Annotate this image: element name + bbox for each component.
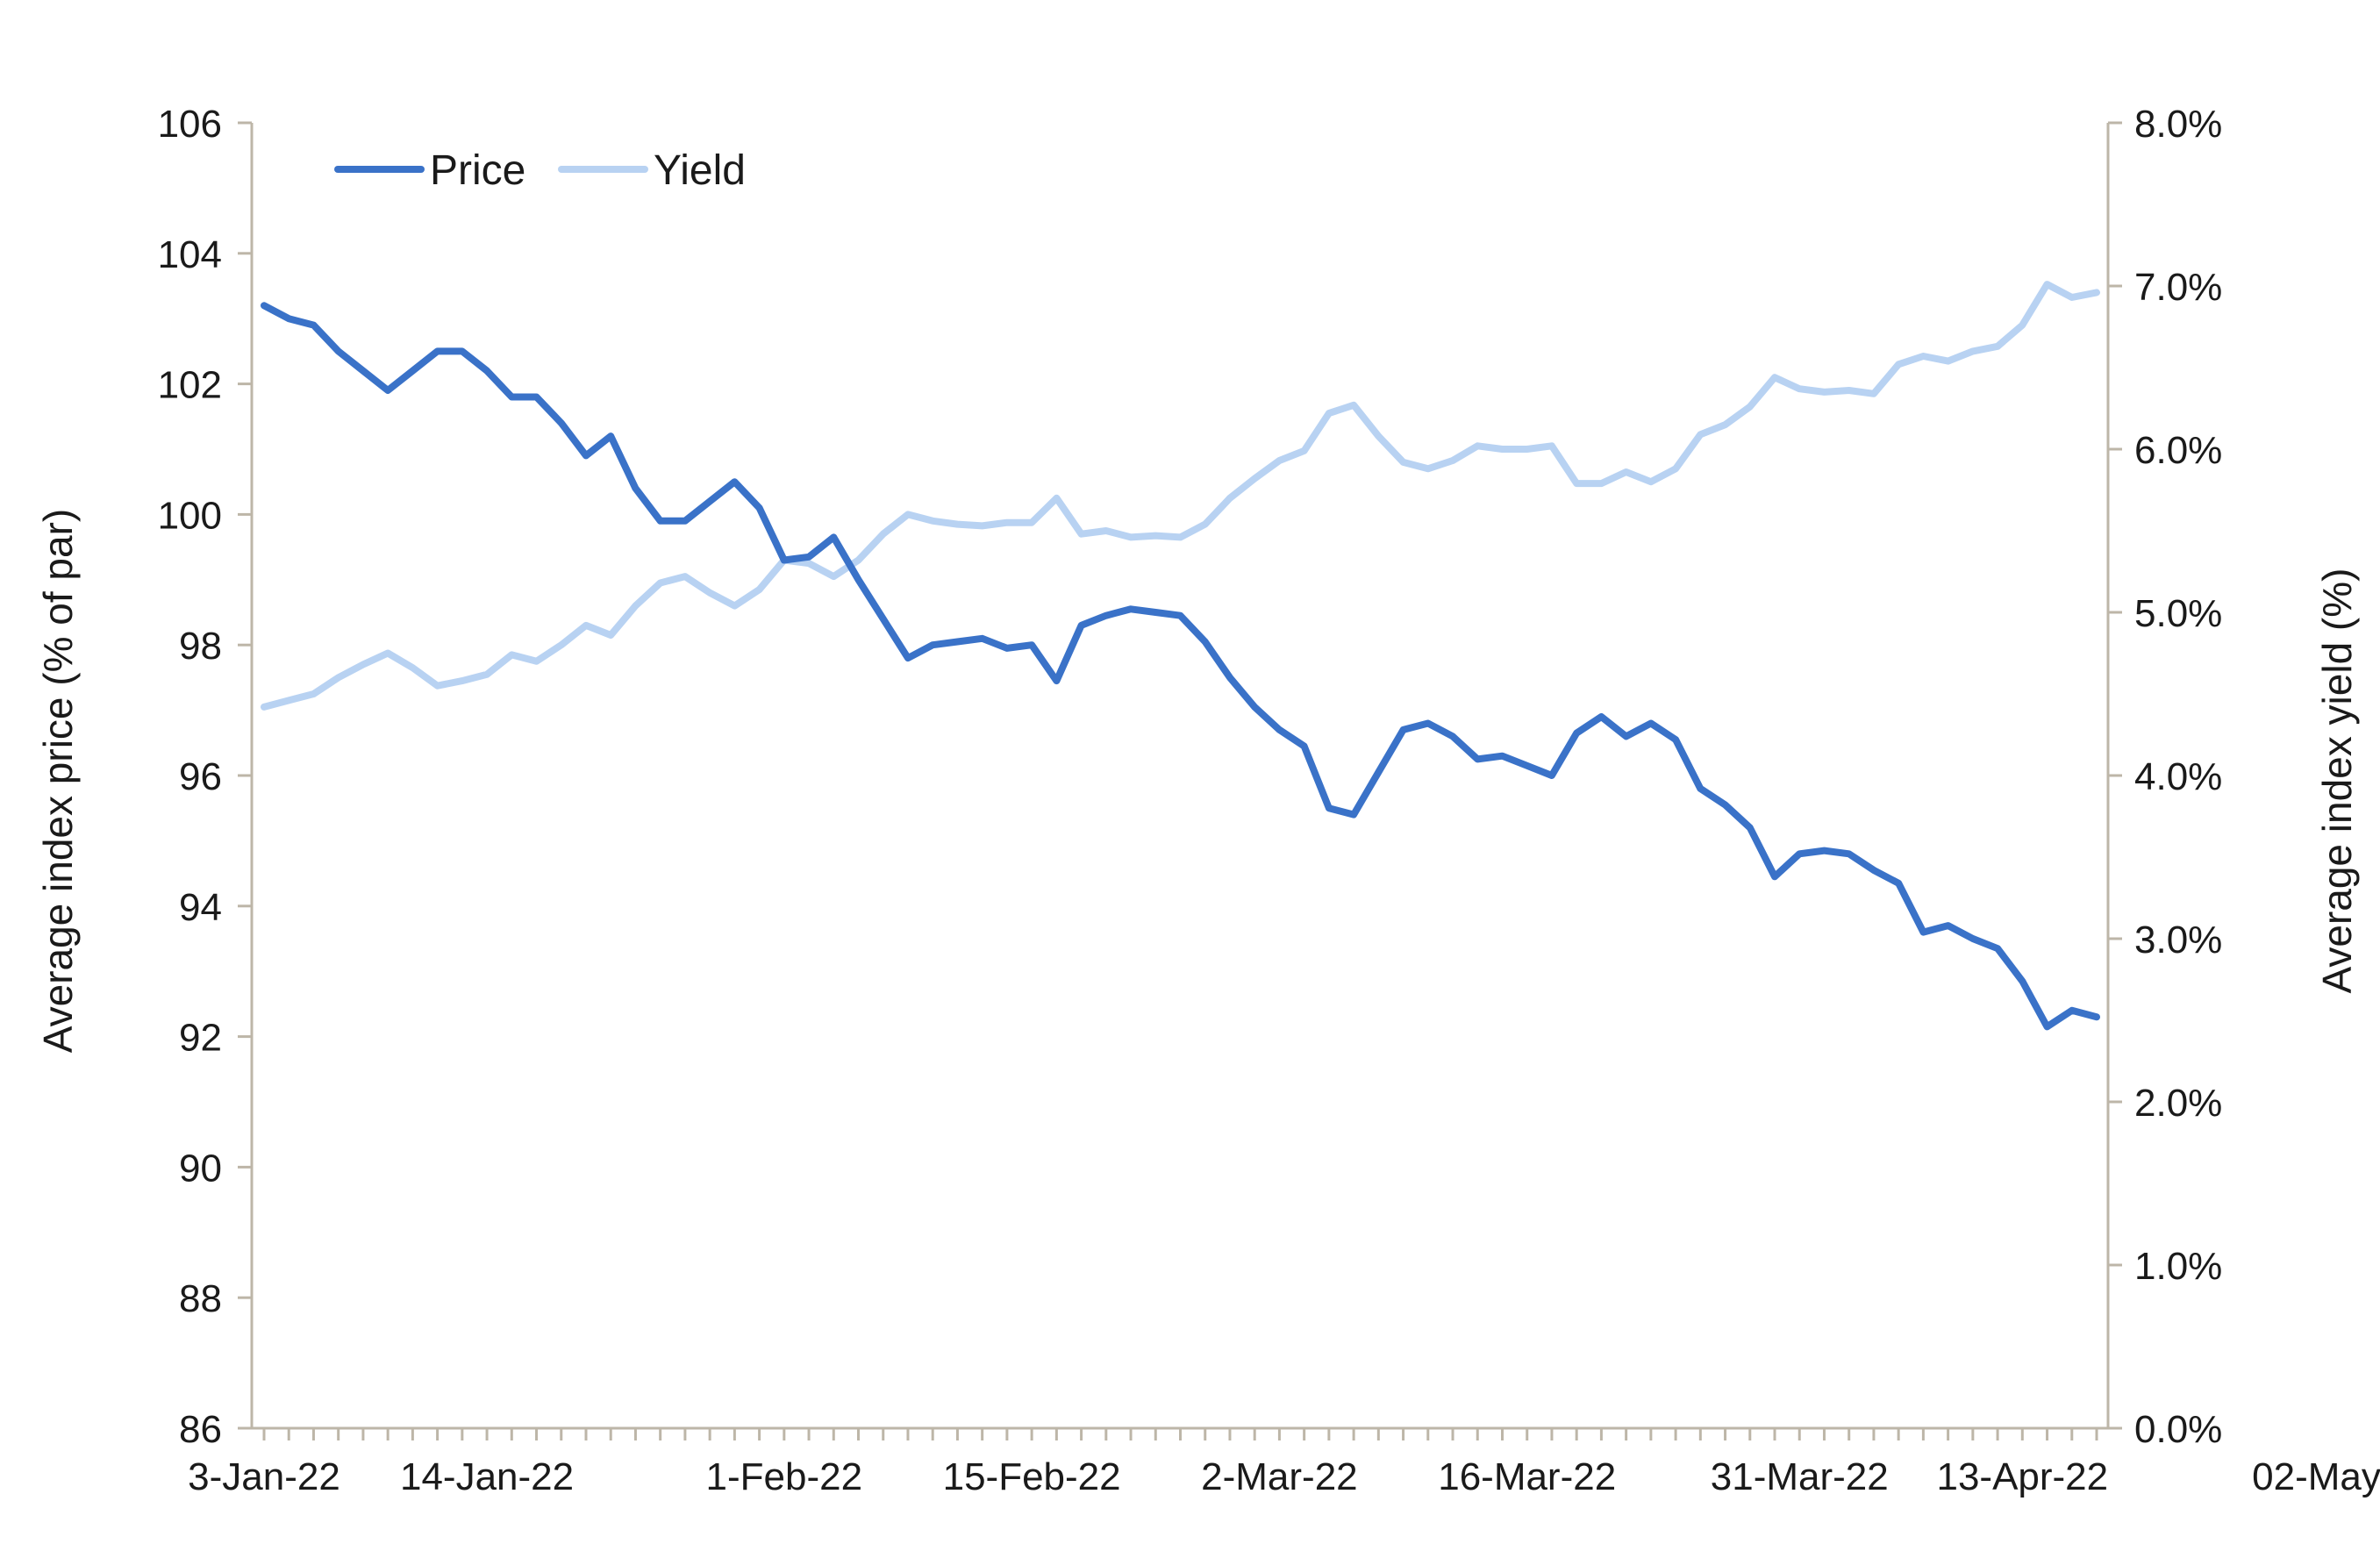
legend-label-yield: Yield [654, 147, 746, 194]
right-tick-label: 2.0% [2134, 1082, 2222, 1125]
x-tick-label: 16-Mar-22 [1438, 1455, 1616, 1498]
left-tick-label: 104 [158, 233, 222, 276]
left-tick-label: 98 [179, 625, 222, 668]
left-tick-label: 94 [179, 886, 222, 929]
right-tick-label: 6.0% [2134, 429, 2222, 472]
right-axis-title: Average index yield (%) [2314, 568, 2360, 994]
x-tick-label: 15-Feb-22 [943, 1455, 1121, 1498]
series-lines [261, 281, 2100, 1031]
legend: Price Yield [334, 147, 746, 194]
right-tick-label: 7.0% [2134, 266, 2222, 309]
x-tick-label: 3-Jan-22 [188, 1455, 340, 1498]
x-tick-label: 02-May-22 [2252, 1455, 2380, 1498]
series-line-price [261, 302, 2100, 1031]
right-tick-label: 0.0% [2134, 1408, 2222, 1451]
x-axis: 3-Jan-22 14-Jan-22 1-Feb-22 15-Feb-22 2-Mar-… [188, 1426, 2380, 1498]
left-tick-label: 90 [179, 1147, 222, 1190]
right-tick-label: 8.0% [2134, 103, 2222, 146]
right-tick-label: 5.0% [2134, 592, 2222, 635]
left-tick-label: 92 [179, 1017, 222, 1060]
left-y-axis: 106 104 102 100 98 96 94 92 90 88 86 [158, 103, 254, 1451]
x-tick-label: 2-Mar-22 [1201, 1455, 1358, 1498]
legend-label-price: Price [430, 147, 525, 194]
left-tick-label: 86 [179, 1408, 222, 1451]
right-y-axis: 8.0% 7.0% 6.0% 5.0% 4.0% 3.0% 2.0% 1.0% 0.0% [2106, 103, 2222, 1451]
right-tick-label: 4.0% [2134, 755, 2222, 798]
x-tick-label: 13-Apr-22 [1936, 1455, 2108, 1498]
right-tick-label: 1.0% [2134, 1245, 2222, 1288]
left-tick-label: 102 [158, 364, 222, 407]
left-tick-label: 100 [158, 494, 222, 537]
left-tick-label: 88 [179, 1277, 222, 1320]
x-tick-label: 1-Feb-22 [706, 1455, 863, 1498]
x-tick-label: 14-Jan-22 [400, 1455, 574, 1498]
left-axis-title: Average index price (% of par) [35, 509, 81, 1053]
series-line-yield [261, 281, 2100, 711]
x-tick-label: 31-Mar-22 [1711, 1455, 1889, 1498]
left-tick-label: 96 [179, 755, 222, 798]
right-tick-label: 3.0% [2134, 919, 2222, 961]
left-tick-label: 106 [158, 103, 222, 146]
